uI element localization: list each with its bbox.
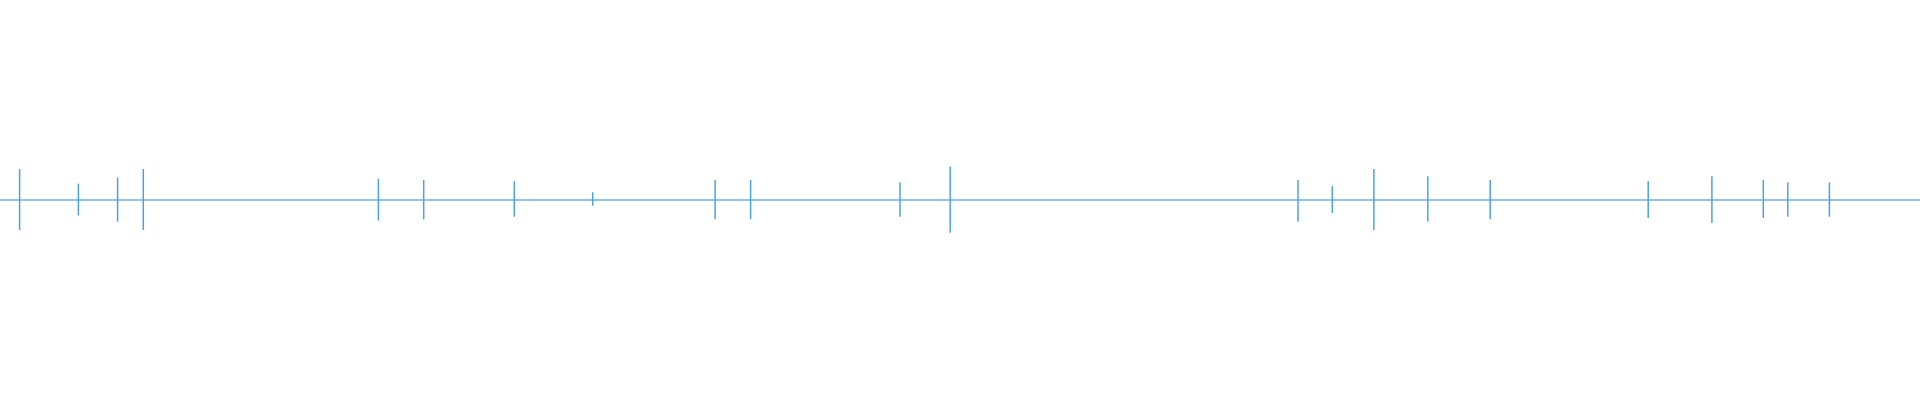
waveform-peaks — [18, 166, 1831, 233]
